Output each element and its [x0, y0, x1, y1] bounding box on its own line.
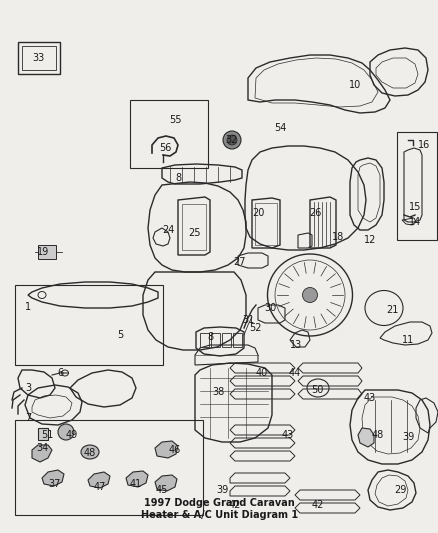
Bar: [233, 333, 241, 347]
Ellipse shape: [81, 445, 99, 459]
Ellipse shape: [302, 287, 317, 303]
Bar: [222, 333, 230, 347]
Text: 27: 27: [233, 257, 246, 267]
Text: 8: 8: [174, 173, 180, 183]
Bar: [22, 46, 56, 70]
Polygon shape: [155, 441, 177, 458]
Text: 31: 31: [241, 315, 254, 325]
Text: 11: 11: [401, 335, 413, 345]
Text: 6: 6: [57, 368, 63, 378]
Text: 45: 45: [155, 485, 168, 495]
Text: 20: 20: [251, 208, 264, 218]
Text: 44: 44: [288, 368, 300, 378]
Text: 55: 55: [168, 115, 181, 125]
Text: 26: 26: [308, 208, 321, 218]
Text: 12: 12: [363, 235, 375, 245]
Ellipse shape: [226, 135, 237, 145]
Text: 43: 43: [363, 393, 375, 403]
Ellipse shape: [58, 424, 74, 440]
Text: 39: 39: [215, 485, 228, 495]
Text: 21: 21: [385, 305, 397, 315]
Text: 54: 54: [273, 123, 286, 133]
Text: 39: 39: [401, 432, 413, 442]
Text: 48: 48: [84, 448, 96, 458]
Text: 50: 50: [310, 385, 322, 395]
Text: 5: 5: [117, 330, 123, 340]
Text: 15: 15: [408, 202, 420, 212]
Text: 7: 7: [25, 413, 31, 423]
Text: 32: 32: [225, 135, 238, 145]
Bar: [130, 100, 208, 168]
Text: 1: 1: [25, 302, 31, 312]
Text: 38: 38: [212, 387, 224, 397]
Ellipse shape: [223, 131, 240, 149]
Text: 14: 14: [408, 217, 420, 227]
Text: 41: 41: [130, 479, 142, 489]
Text: 29: 29: [393, 485, 405, 495]
Polygon shape: [88, 472, 110, 488]
Polygon shape: [32, 445, 52, 462]
Polygon shape: [357, 428, 373, 447]
Text: 34: 34: [36, 443, 48, 453]
Text: 47: 47: [94, 482, 106, 492]
Text: 25: 25: [188, 228, 201, 238]
Text: 42: 42: [311, 500, 323, 510]
Text: 16: 16: [417, 140, 429, 150]
Text: 18: 18: [331, 232, 343, 242]
Text: 42: 42: [228, 500, 240, 510]
Text: 56: 56: [159, 143, 171, 153]
Text: 19: 19: [37, 247, 49, 257]
Text: 49: 49: [66, 430, 78, 440]
Text: 30: 30: [263, 303, 276, 313]
Polygon shape: [38, 428, 48, 440]
Text: 1997 Dodge Grand Caravan
Heater & A/C Unit Diagram 1: 1997 Dodge Grand Caravan Heater & A/C Un…: [141, 498, 297, 520]
Bar: [396, 132, 436, 240]
Text: 48: 48: [371, 430, 383, 440]
Text: 37: 37: [49, 479, 61, 489]
Text: 43: 43: [281, 430, 293, 440]
Polygon shape: [42, 470, 64, 486]
Polygon shape: [155, 475, 177, 491]
Polygon shape: [126, 471, 148, 487]
Text: 33: 33: [32, 53, 44, 63]
Text: 40: 40: [255, 368, 268, 378]
Text: 8: 8: [206, 332, 212, 342]
Text: 46: 46: [169, 445, 181, 455]
Text: 51: 51: [41, 430, 53, 440]
Text: 13: 13: [289, 340, 301, 350]
Bar: [200, 333, 208, 347]
Text: 10: 10: [348, 80, 360, 90]
Text: 24: 24: [162, 225, 174, 235]
Text: 52: 52: [248, 323, 261, 333]
Bar: [18, 42, 60, 74]
Bar: [15, 285, 162, 365]
Bar: [38, 245, 56, 259]
Bar: [211, 333, 219, 347]
Bar: [15, 420, 202, 515]
Text: 3: 3: [25, 383, 31, 393]
